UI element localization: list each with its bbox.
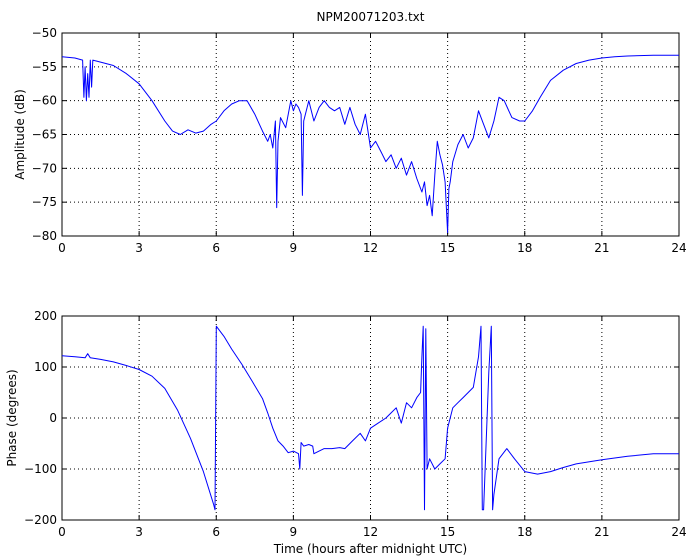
amplitude-series-line — [61, 54, 679, 234]
amplitude-x-tick-label: 9 — [290, 241, 298, 255]
phase-y-tick-label: 200 — [34, 309, 57, 323]
amplitude-y-tick-label: −75 — [32, 195, 57, 209]
phase-x-tick-label: 9 — [290, 525, 298, 539]
phase-y-tick-label: −200 — [24, 513, 57, 527]
phase-y-tick-label: 0 — [49, 411, 57, 425]
phase-x-tick-label: 15 — [440, 525, 455, 539]
amplitude-x-tick-label: 18 — [517, 241, 532, 255]
phase-x-tick-label: 3 — [135, 525, 143, 539]
phase-y-tick-label: 100 — [34, 360, 57, 374]
amplitude-y-axis-label: Amplitude (dB) — [13, 89, 27, 180]
phase-plot: 0 3 6 9 12 15 18 21 24 −200 −100 0 100 200 Phase (deg… — [5, 309, 687, 556]
amplitude-y-tick-label: −70 — [32, 161, 57, 175]
phase-x-tick-label: 24 — [671, 525, 686, 539]
amplitude-y-tick-label: −80 — [32, 229, 57, 243]
phase-ticks: 0 3 6 9 12 15 18 21 24 −200 −100 0 100 200 — [24, 309, 687, 539]
phase-x-tick-label: 6 — [212, 525, 220, 539]
amplitude-grid — [62, 33, 679, 236]
amplitude-series — [61, 54, 679, 234]
phase-x-tick-label: 18 — [517, 525, 532, 539]
amplitude-x-tick-label: 15 — [440, 241, 455, 255]
amplitude-chart-title: NPM20071203.txt — [317, 10, 425, 24]
amplitude-y-tick-label: −55 — [32, 60, 57, 74]
amplitude-x-tick-label: 21 — [594, 241, 609, 255]
phase-series — [61, 325, 679, 511]
phase-y-tick-label: −100 — [24, 462, 57, 476]
amplitude-y-tick-label: −60 — [32, 94, 57, 108]
phase-x-tick-label: 21 — [594, 525, 609, 539]
amplitude-y-tick-label: −65 — [32, 128, 57, 142]
amplitude-y-tick-label: −50 — [32, 26, 57, 40]
phase-y-axis-label: Phase (degrees) — [5, 369, 19, 466]
phase-series-line — [61, 325, 679, 511]
amplitude-x-tick-label: 6 — [212, 241, 220, 255]
amplitude-x-tick-label: 0 — [58, 241, 66, 255]
amplitude-plot: 0 3 6 9 12 15 18 21 24 −80 −75 −70 −65 −60 −55 −50 NPM2… — [13, 10, 687, 255]
phase-grid — [62, 316, 679, 520]
phase-x-tick-label: 0 — [58, 525, 66, 539]
amplitude-x-tick-label: 12 — [363, 241, 378, 255]
amplitude-x-tick-label: 3 — [135, 241, 143, 255]
phase-x-tick-label: 12 — [363, 525, 378, 539]
amplitude-x-tick-label: 24 — [671, 241, 686, 255]
phase-x-axis-label: Time (hours after midnight UTC) — [273, 542, 467, 556]
